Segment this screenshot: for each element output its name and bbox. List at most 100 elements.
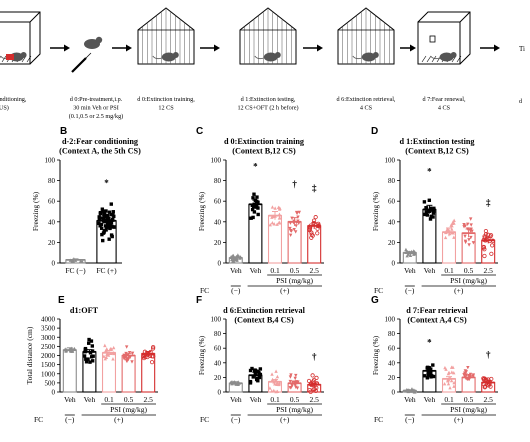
data-point [109,347,114,351]
timeline-cut-label-2: d [519,98,523,105]
data-point [143,354,148,360]
fc-minus-label: (−) [405,415,415,424]
panel-letter: B [60,126,67,137]
data-point [125,359,129,364]
data-point [422,200,427,204]
chart-panel-G: Gd 7:Fear retrieval(Context A,4 CS) 0 20 40… [371,295,498,424]
chart-title-line-1: (Context A,4 CS) [407,316,467,325]
mouse-body [263,52,278,62]
data-point [427,198,432,202]
data-point [251,375,255,379]
timeline-arrow-head [317,44,323,52]
data-point [110,224,114,229]
data-point [431,211,436,215]
y-axis-label: Freezing (%) [371,335,380,375]
data-point [293,376,297,381]
data-point [292,227,296,232]
data-point [450,370,454,374]
data-point [273,206,277,210]
y-axis-label: Freezing (%) [197,191,206,231]
data-point [469,235,473,240]
mouse-tail [152,55,162,60]
data-point [315,226,320,231]
data-point [252,192,256,196]
data-point [290,216,294,220]
y-tick-label-2: 40 [214,218,222,226]
data-point [297,210,302,215]
significance-marker-4: † [486,349,491,359]
data-point [471,374,475,379]
data-point [268,222,272,227]
chart-title-line-0: d 7:Fear retrieval [406,306,468,315]
y-tick-label-3: 60 [388,198,396,206]
fc-label: FC [34,415,43,424]
syringe-body [71,57,87,73]
data-point [274,369,278,373]
data-point [428,217,433,221]
data-point [84,360,89,364]
data-point [105,222,110,227]
y-tick-label-0: 0 [218,389,222,397]
data-point [89,339,94,343]
y-tick-label-6: 3000 [41,334,56,342]
x-tick-label-0: FC (−) [65,266,86,275]
psi-label: PSI (mg/kg) [276,276,313,285]
data-point [106,214,110,218]
data-point [481,377,486,382]
data-point [443,235,448,240]
mouse-head [372,52,379,58]
grid-floor-line [456,55,462,63]
data-point [432,206,436,211]
y-tick-label-3: 60 [214,345,222,353]
data-point [429,214,433,219]
experimental-timeline: d -2:Fear conditioning, (CS-US) d 0:Pre-tr… [0,7,525,120]
data-point [314,385,319,390]
data-point [270,220,275,225]
grid-floor-line [421,55,427,63]
significance-marker-1: * [104,178,109,188]
x-tick-label-0: Veh [64,395,76,404]
data-point [70,349,75,353]
data-point [111,213,115,217]
data-point [256,379,260,383]
grid-floor-line [431,55,437,63]
data-point [270,372,274,376]
data-point [127,351,132,355]
x-tick-label-1: FC (+) [96,266,117,275]
timeline-cut-label: Ti [519,45,525,53]
y-tick-label-3: 60 [388,345,396,353]
data-point [426,373,430,377]
data-point [151,346,156,351]
timeline-step-1-label-line-0: d 0:Pre-treatment,i.p. [70,96,123,103]
fc-plus-label: (+) [454,286,464,295]
data-point [469,223,473,227]
data-point [249,216,253,220]
mouse-head [20,52,27,58]
data-point [463,240,468,245]
chart-title-line-0: d-2:Fear conditioning [62,137,139,146]
bar-3 [461,232,476,264]
data-point [105,216,110,221]
data-point [482,384,488,389]
data-point [258,367,263,371]
x-tick-label-3: 0.5 [124,395,134,404]
data-point [103,343,107,348]
grid-floor-line [426,55,432,63]
data-point [123,355,128,360]
data-point [288,379,292,384]
data-point [449,223,453,227]
fc-minus-label: (−) [405,286,415,295]
data-point [78,259,83,263]
x-tick-label-4: 2.5 [484,395,494,404]
data-point [86,357,90,361]
data-point [111,345,116,350]
data-point [102,211,107,216]
data-point [431,209,436,213]
mouse-body [361,52,376,62]
data-point [429,371,433,375]
chart-panel-D: Dd 1:Extinction testing(Context B,12 CS)… [371,126,498,295]
data-point [256,212,260,217]
data-point [255,376,260,381]
panel-letter: G [371,295,379,306]
data-point [149,360,155,365]
